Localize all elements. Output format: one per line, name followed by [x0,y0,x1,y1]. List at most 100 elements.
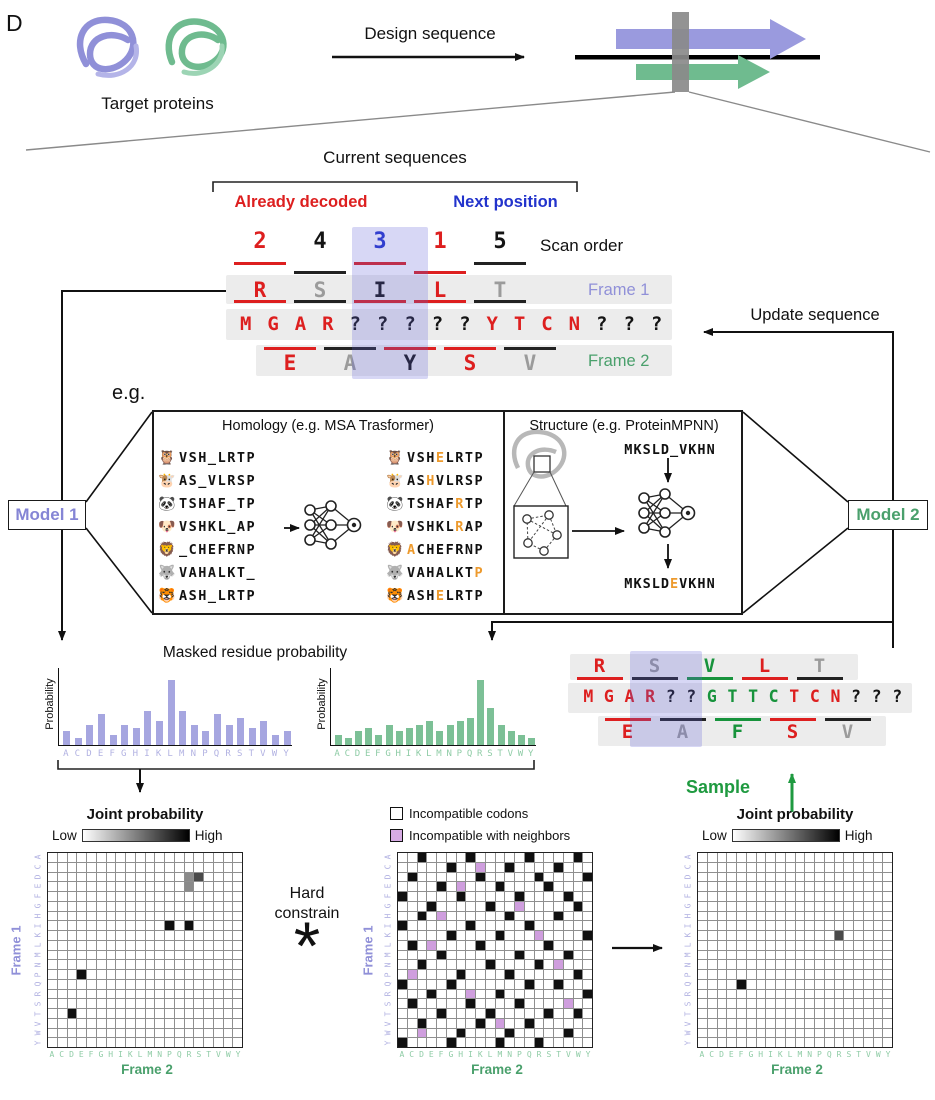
axis-letter: G [121,749,127,759]
heatmap-cell [524,940,534,950]
heatmap-cell [844,1018,853,1028]
heatmap-cell [446,1009,456,1018]
heatmap-cell [727,989,736,999]
heatmap-cell [505,931,514,940]
sequence-char: S [188,472,199,489]
heatmap-cell [854,940,863,950]
heatmap-cell [698,989,707,999]
heatmap-cell [126,1038,135,1047]
heatmap-cell [746,1018,756,1028]
heatmap-cell [398,1028,407,1038]
bar [486,707,496,745]
heatmap-cell [116,853,125,862]
codon-line [410,300,470,303]
heatmap-cell [795,1038,805,1047]
axis-letter: H [395,749,401,759]
heatmap-cell [223,872,233,882]
heatmap-cell [863,960,873,969]
sequence-char: ? [851,687,861,706]
heatmap-cell [174,853,184,862]
heatmap-cell [717,1028,727,1038]
heatmap-cell [563,999,573,1008]
sequence-char: M [239,313,252,335]
heatmap-cell [805,940,814,950]
bar [154,721,166,745]
heatmap-cell [485,1009,495,1018]
heatmap-cell [417,979,427,989]
heatmap-cell [805,1009,814,1018]
model1-box: Model 1 [8,500,86,530]
heatmap-cell [204,960,213,969]
heatmap-cell [863,1038,873,1047]
axis-letter: W [575,1050,581,1059]
sequence-char: T [513,313,526,335]
sequence-char: R [322,313,334,335]
sequence-char: K [633,576,643,592]
bar [200,731,212,745]
heatmap-cell [407,1028,417,1038]
heatmap-cell [67,970,77,979]
heatmap-cell [805,960,814,969]
msa-sequence: ACHEFRNP [407,542,484,558]
heatmap-cell [854,882,863,891]
heatmap-cell [873,892,883,901]
sequence-char: S [642,442,652,458]
heatmap-cell [466,901,475,911]
heatmap-cell [883,989,892,999]
sequence-char: F [731,721,744,743]
heatmap-cell [135,989,145,999]
heatmap-cell [96,989,106,999]
heatmap-cell [466,989,475,999]
axis-letter: D [86,749,92,759]
heatmap-cell [456,999,466,1008]
sequence-char: ? [665,687,676,706]
heatmap-cell [854,892,863,901]
heatmap-cell [707,882,717,891]
heatmap-cell [96,1009,106,1018]
heatmap-cell [165,979,174,989]
sequence-char: A [407,472,417,489]
heatmap-cell [573,940,583,950]
heatmap-cell [476,1018,485,1028]
heatmap-cell [495,950,505,960]
heatmap-cell [233,901,242,911]
heatmap-cell [194,901,203,911]
codon-line [320,347,380,350]
frame2-codon-lines [260,347,560,350]
heatmap-cell [515,911,524,921]
heatmap-cell [815,1028,824,1038]
heatmap-cell [766,892,775,901]
sequence-char: _ [227,495,237,512]
heatmap-cell [524,921,534,930]
heatmap-cell [398,901,407,911]
heatmap-cell [184,1018,194,1028]
heatmap-cell [776,911,785,921]
heatmap-cell [204,931,213,940]
sequence-char: L [651,442,661,458]
legend-incompatible-neighbors: Incompatible with neighbors [390,828,570,843]
heatmap-cell [87,882,96,891]
heatmap-cell [184,882,194,891]
heatmap-cell [495,1009,505,1018]
sequence-char: N [706,442,716,458]
sequence-char: F [445,495,456,512]
heatmap-cell [106,989,116,999]
heatmap-cell [456,892,466,901]
heatmap-cell [824,989,834,999]
eg-label: e.g. [112,382,146,404]
sequence-char: A [407,587,417,604]
heatmap-cell [776,970,785,979]
heatmap-cell [96,901,106,911]
heatmap-cell [737,1028,746,1038]
heatmap-cell [174,999,184,1008]
heatmap-cell [194,853,203,862]
heatmap-cell [717,960,727,969]
heatmap-cell [116,892,125,901]
heatmap-cell [534,960,544,969]
cow-icon: 🐮 [386,472,404,488]
codon-line [410,262,470,274]
sequence-char: S [416,587,427,604]
frame2-axis-label: Frame 2 [471,1062,523,1077]
heatmap-cell [495,979,505,989]
heatmap-cell [213,960,223,969]
